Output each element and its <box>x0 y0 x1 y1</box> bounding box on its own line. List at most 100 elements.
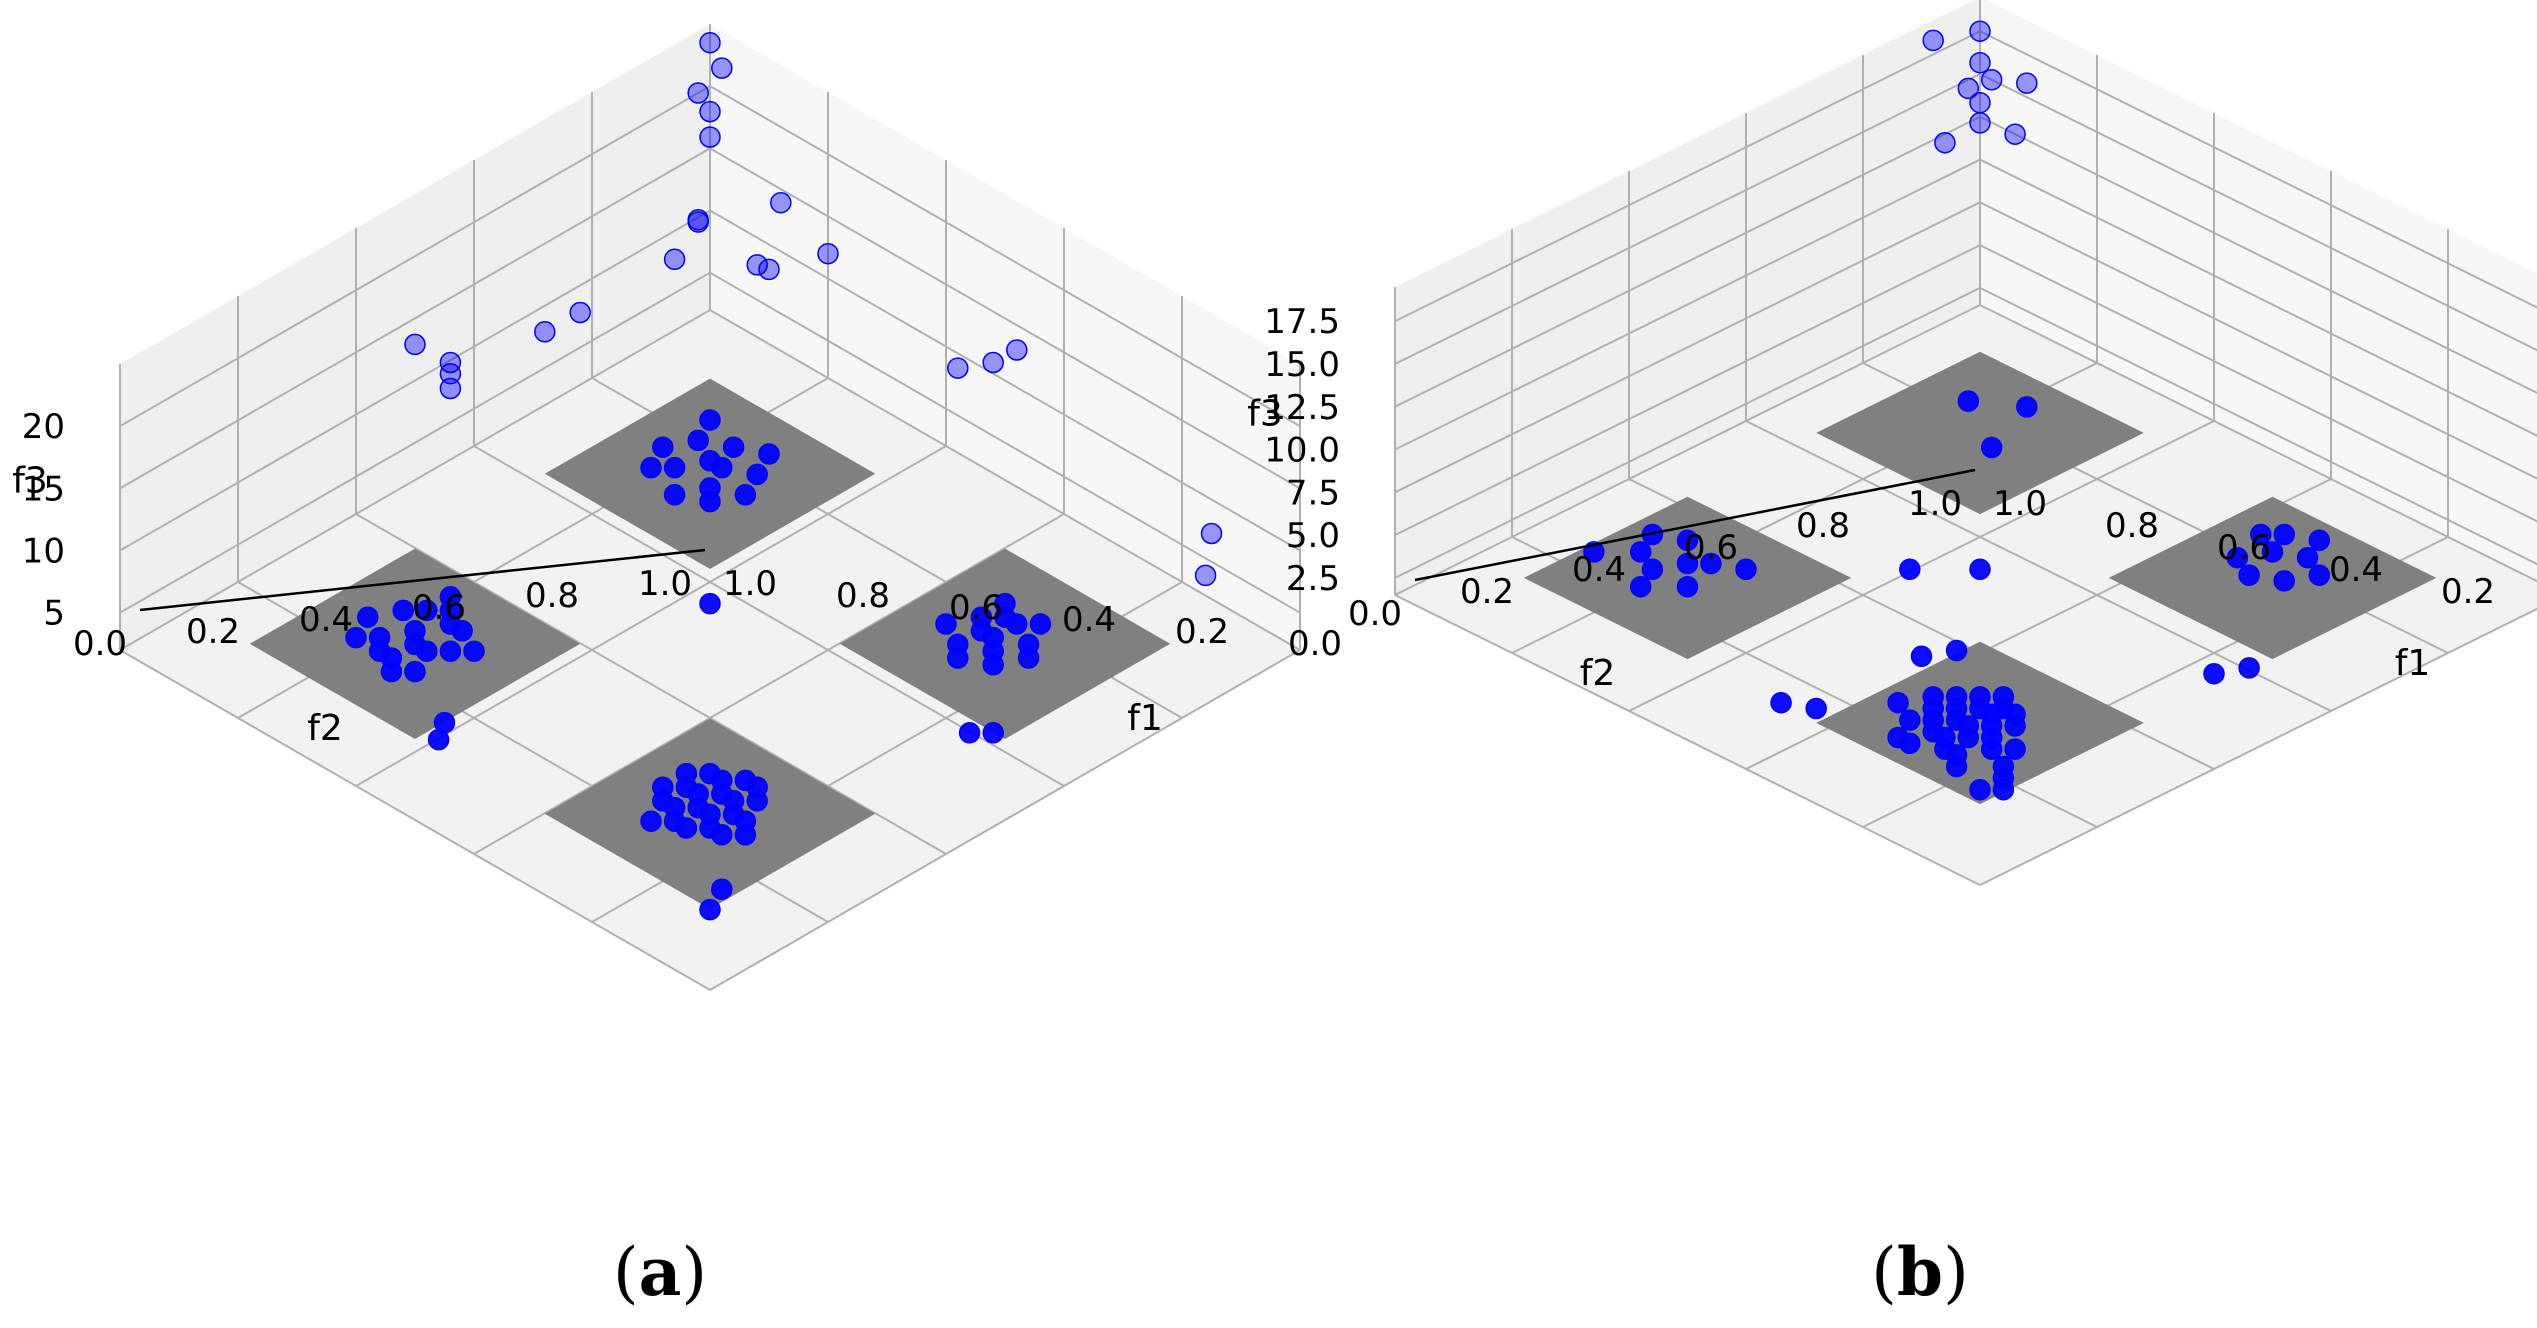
wall-pane-f2 <box>120 24 710 650</box>
f2-tick-label: 0.0 <box>1348 594 1402 634</box>
data-point <box>1629 541 1652 563</box>
f3-tick-label: 20 <box>22 407 65 447</box>
f3-tick-label: 5 <box>43 594 65 634</box>
f3-tick-label: 10 <box>22 532 65 572</box>
data-point <box>357 606 379 628</box>
data-point <box>1676 529 1699 552</box>
data-point <box>675 762 698 785</box>
f2-tick-label: 0.2 <box>186 612 240 652</box>
data-point <box>392 599 414 622</box>
f1-axis-label: f1 <box>1127 698 1163 739</box>
data-point <box>734 824 757 846</box>
grid-line <box>1979 201 2537 480</box>
f3-tick-label: 7.5 <box>1286 473 1340 513</box>
grid-line <box>1979 73 2537 352</box>
data-point <box>451 620 473 642</box>
f2-tick-label: 1.0 <box>638 564 692 604</box>
panel-b: 0.00.0 0.2 0.2 0.4 0.4 0.6 0.6 0.8 0.8 1.0 1.0 2.55… <box>1247 0 2537 886</box>
grid-line <box>1394 244 1981 537</box>
data-point <box>1969 112 1991 134</box>
data-point <box>1899 558 1921 581</box>
data-point <box>687 82 709 104</box>
f1-axis-label: f1 <box>2395 643 2431 684</box>
data-point <box>427 728 450 751</box>
f3-tick-label: 15 <box>22 469 65 509</box>
data-point <box>1980 738 2003 760</box>
data-point <box>699 898 721 921</box>
data-point <box>1676 575 1699 598</box>
f2-tick-label: 0.2 <box>1460 572 1514 612</box>
data-point <box>404 660 426 683</box>
grid-line <box>709 649 1301 991</box>
pareto-plane-1 <box>544 378 876 569</box>
f2-tick-label: 0.6 <box>1684 528 1738 568</box>
data-point <box>1992 778 2015 801</box>
data-point <box>640 810 662 832</box>
f2-tick-label: 1.0 <box>1908 484 1962 524</box>
data-point <box>1934 131 1956 154</box>
grid-line <box>355 513 947 855</box>
axis-labels: f1 f2 f3 <box>1247 394 2430 694</box>
grid-line <box>709 271 1301 614</box>
data-point <box>958 722 981 744</box>
data-point <box>1735 558 1757 581</box>
data-point <box>711 783 733 805</box>
grid-line <box>709 147 1301 490</box>
f2-tick-label: 0.8 <box>525 576 579 616</box>
data-point <box>652 436 674 458</box>
axes <box>1414 468 1976 582</box>
data-point <box>711 878 733 900</box>
grid-line <box>1979 158 2537 437</box>
data-point <box>734 484 757 506</box>
f1-tick-label: 0.0 <box>1288 624 1342 664</box>
data-point <box>2261 541 2284 563</box>
data-point <box>1641 558 1664 581</box>
panel-label-a: (a) <box>613 1233 707 1311</box>
panel-a: 0.0 0.0 0.2 0.2 0.4 0.4 0.6 0.6 0.8 0.8 1.0 1.0 5 10 1… <box>12 24 1342 991</box>
data-point <box>947 647 969 669</box>
data-point <box>439 351 462 374</box>
data-point <box>2004 738 2026 760</box>
data-point <box>404 333 426 356</box>
grid-line <box>473 513 1065 855</box>
tick-labels: 0.0 0.0 0.2 0.2 0.4 0.4 0.6 0.6 0.8 0.8 1.0 1.0 5 10 1… <box>22 407 1342 664</box>
data-point <box>439 377 462 400</box>
data-point <box>640 456 662 479</box>
data-point <box>770 191 792 214</box>
data-point <box>1922 29 1944 52</box>
data-point <box>994 606 1016 628</box>
data-point <box>2308 529 2331 552</box>
data-point <box>982 351 1004 374</box>
data-point <box>663 248 686 271</box>
data-point <box>1910 645 1933 668</box>
data-point <box>947 357 969 379</box>
f1-tick-label: 0.4 <box>1062 600 1116 640</box>
data-point <box>2250 523 2272 546</box>
pareto-plane-4 <box>1816 641 2144 805</box>
grid-line <box>1394 30 1981 323</box>
data-point <box>1945 639 1968 662</box>
data-point <box>1194 564 1217 587</box>
data-point <box>463 640 485 662</box>
grid-line <box>1745 420 2332 712</box>
data-point <box>2308 564 2331 586</box>
f2-axis-line <box>1414 468 1976 582</box>
data-point <box>1992 686 2015 708</box>
f2-tick-label: 0.4 <box>1572 550 1626 590</box>
f3-tick-label: 10.0 <box>1264 431 1340 471</box>
f3-axis-label: f3 <box>12 461 48 502</box>
data-point <box>2004 715 2026 737</box>
data-point <box>652 790 674 812</box>
data-point <box>1969 558 1991 581</box>
grid-line <box>355 445 947 787</box>
data-point <box>1980 703 2003 726</box>
grid-line <box>1394 201 1981 494</box>
data-point <box>1934 738 1956 760</box>
f1-tick-label: 0.4 <box>2329 550 2383 590</box>
wall-pane-f1 <box>710 24 1300 650</box>
f1-tick-label: 0.2 <box>2441 572 2495 612</box>
data-point <box>1980 69 2003 91</box>
data-point <box>699 409 721 431</box>
grid-line <box>1979 244 2537 523</box>
